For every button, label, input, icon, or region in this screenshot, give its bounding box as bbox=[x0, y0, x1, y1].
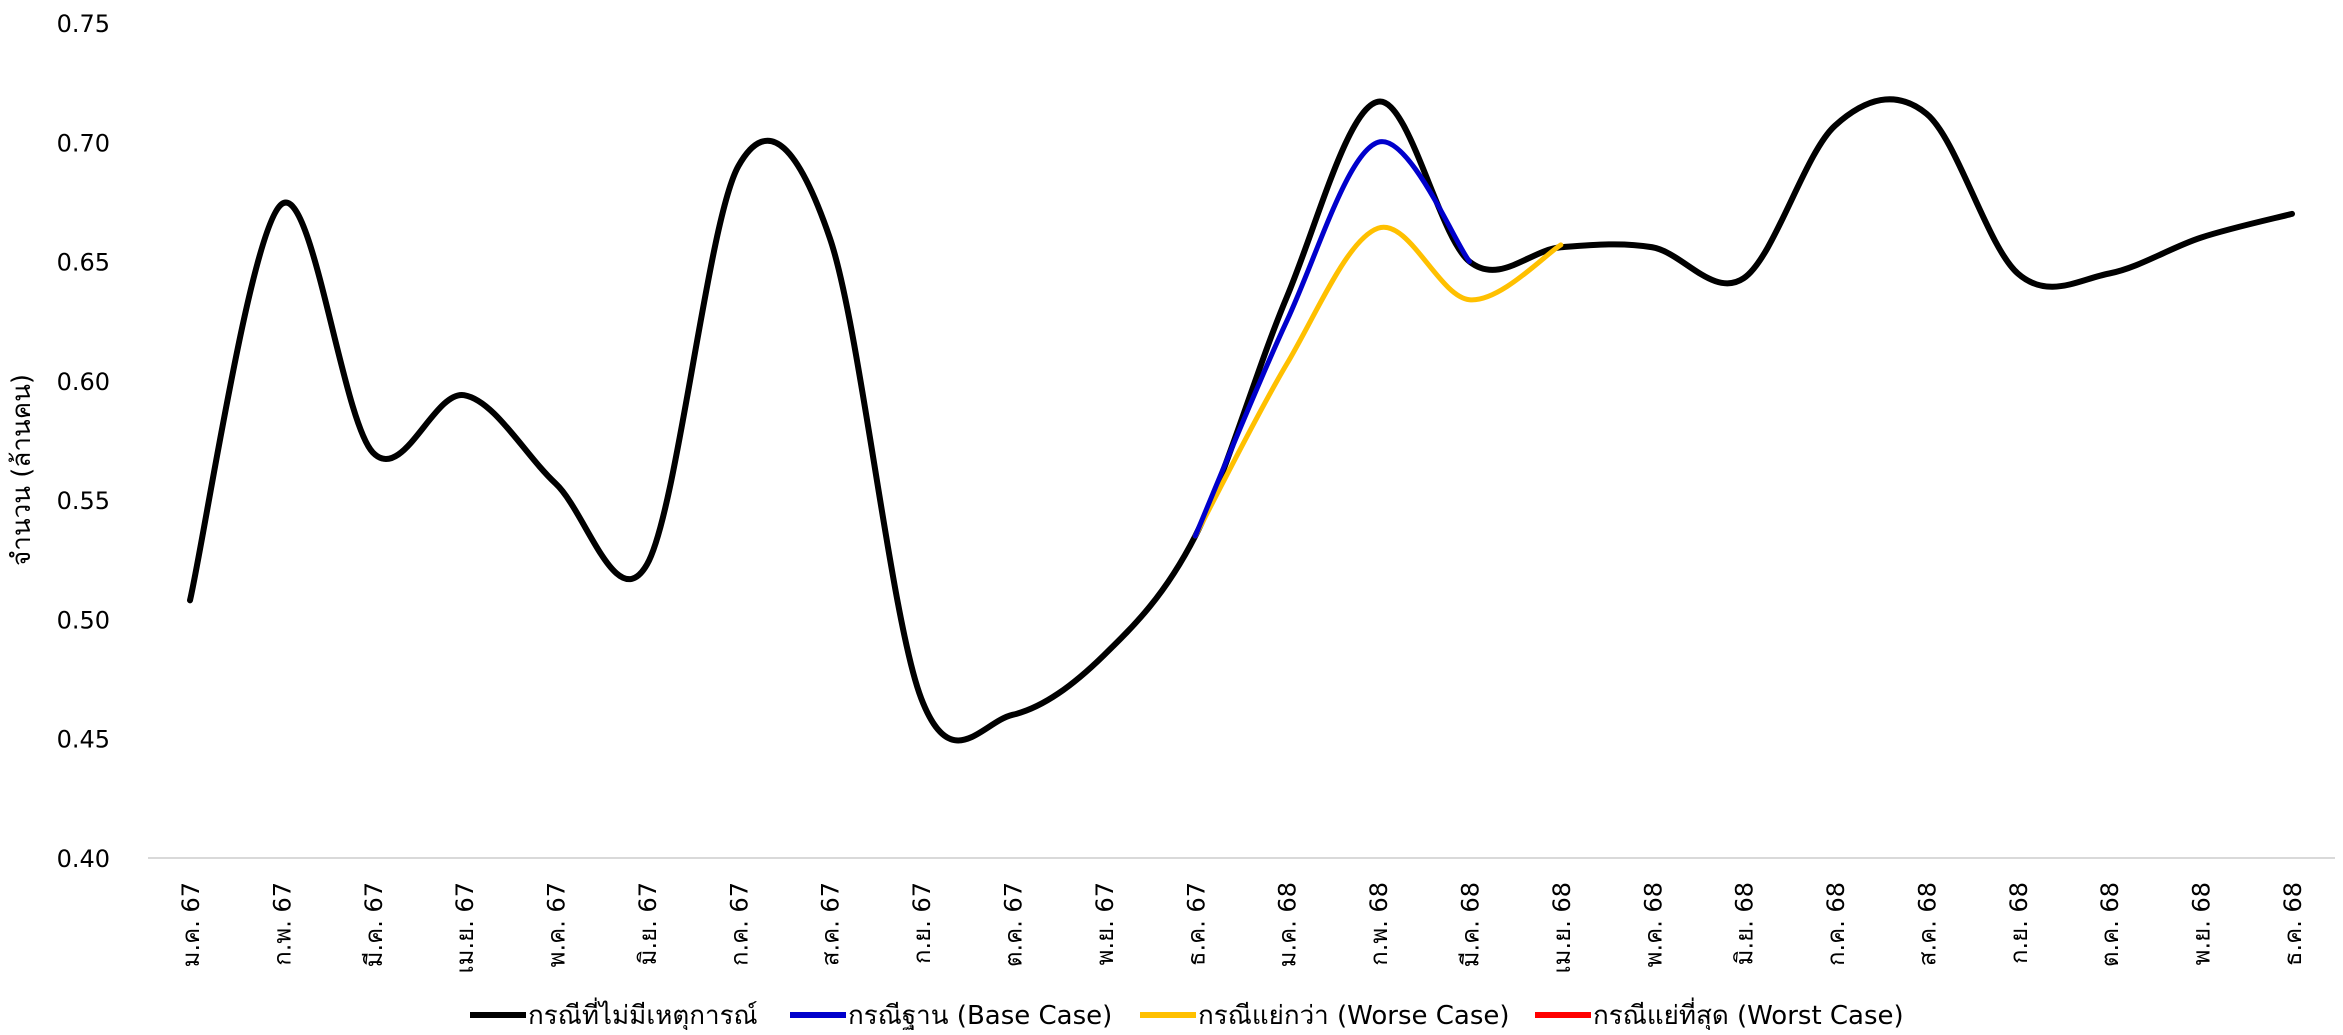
y-axis-ticks: 0.40 0.45 0.50 0.55 0.60 0.65 0.70 0.75 bbox=[57, 10, 110, 873]
x-tick-label: ม.ค. 68 bbox=[1274, 882, 1302, 967]
legend-label: กรณีฐาน (Base Case) bbox=[848, 1001, 1112, 1030]
x-tick-label: ต.ค. 68 bbox=[2096, 882, 2124, 967]
x-tick-label: มี.ค. 67 bbox=[360, 882, 388, 967]
x-tick-label: ก.พ. 67 bbox=[268, 882, 296, 966]
x-tick-label: ก.ย. 67 bbox=[908, 882, 936, 964]
y-tick-label: 0.45 bbox=[57, 726, 110, 754]
y-tick-label: 0.75 bbox=[57, 10, 110, 38]
x-tick-label: ส.ค. 67 bbox=[817, 882, 845, 966]
legend: กรณีที่ไม่มีเหตุการณ์ กรณีฐาน (Base Case)… bbox=[470, 997, 1904, 1031]
x-tick-label: มิ.ย. 68 bbox=[1731, 882, 1759, 965]
x-tick-label: พ.ย. 68 bbox=[2188, 882, 2216, 965]
y-tick-label: 0.55 bbox=[57, 487, 110, 515]
x-tick-label: เม.ย. 68 bbox=[1548, 882, 1576, 974]
y-tick-label: 0.70 bbox=[57, 129, 110, 157]
legend-label: กรณีแย่ที่สุด (Worst Case) bbox=[1593, 997, 1904, 1030]
y-tick-label: 0.40 bbox=[57, 845, 110, 873]
x-tick-label: ก.พ. 68 bbox=[1365, 882, 1393, 966]
x-tick-label: มี.ค. 68 bbox=[1456, 882, 1484, 967]
legend-label: กรณีที่ไม่มีเหตุการณ์ bbox=[528, 997, 758, 1030]
series-line bbox=[1192, 224, 1564, 539]
x-tick-label: พ.ย. 67 bbox=[1091, 882, 1119, 965]
x-tick-label: ธ.ค. 67 bbox=[1182, 882, 1210, 966]
y-tick-label: 0.60 bbox=[57, 368, 110, 396]
x-tick-label: เม.ย. 67 bbox=[451, 882, 479, 974]
x-tick-label: มิ.ย. 67 bbox=[634, 882, 662, 965]
legend-label: กรณีแย่กว่า (Worse Case) bbox=[1198, 1001, 1510, 1030]
series-lines bbox=[187, 96, 2295, 744]
x-tick-label: ก.ค. 67 bbox=[725, 882, 753, 966]
x-tick-label: ส.ค. 68 bbox=[1913, 882, 1941, 966]
series-line bbox=[187, 96, 2295, 744]
x-tick-label: ต.ค. 67 bbox=[1000, 882, 1028, 967]
series-line bbox=[1192, 139, 1472, 539]
x-tick-label: ก.ค. 68 bbox=[1822, 882, 1850, 966]
y-tick-label: 0.65 bbox=[57, 249, 110, 277]
x-tick-label: พ.ค. 68 bbox=[1639, 882, 1667, 967]
y-tick-label: 0.50 bbox=[57, 606, 110, 634]
x-tick-label: ธ.ค. 68 bbox=[2279, 882, 2307, 966]
x-tick-label: ม.ค. 67 bbox=[177, 882, 205, 967]
y-axis-label: จำนวน (ล้านคน) bbox=[7, 374, 37, 566]
x-axis-ticks: ม.ค. 67 ก.พ. 67 มี.ค. 67 เม.ย. 67 พ.ค. 67 มิ.… bbox=[177, 882, 2307, 974]
x-tick-label: พ.ค. 67 bbox=[543, 882, 571, 967]
x-tick-label: ก.ย. 68 bbox=[2005, 882, 2033, 964]
